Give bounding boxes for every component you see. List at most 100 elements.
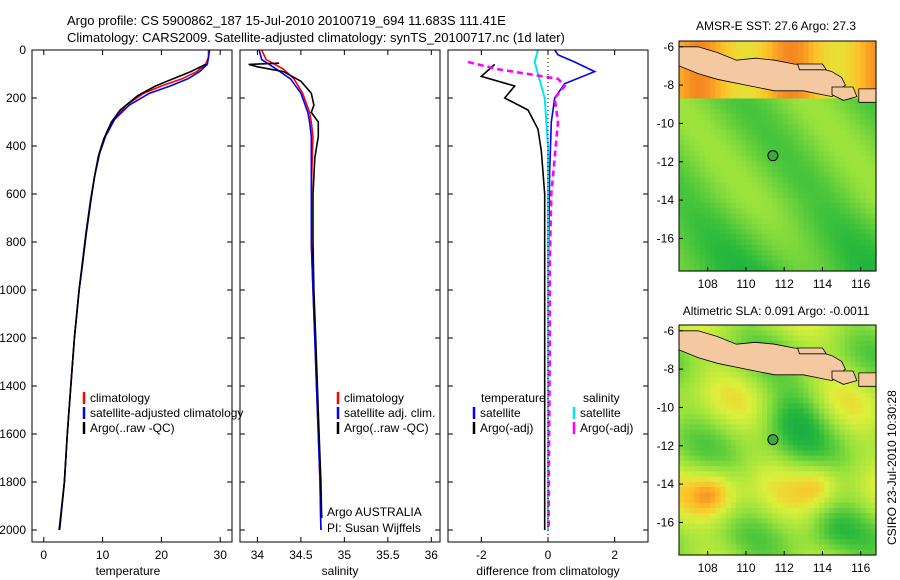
field-cell [761, 440, 768, 446]
field-cell [839, 229, 846, 235]
field-cell [730, 145, 737, 152]
field-cell [803, 450, 810, 457]
field-cell [777, 51, 784, 58]
field-cell [824, 445, 830, 451]
field-cell [725, 382, 732, 389]
field-cell [777, 124, 784, 131]
field-cell [824, 234, 830, 241]
field-cell [694, 508, 701, 514]
field-cell [751, 476, 758, 483]
field-cell [860, 513, 867, 519]
field-cell [782, 182, 789, 188]
field-cell [829, 502, 836, 509]
field-cell [684, 361, 690, 368]
field-cell [865, 260, 872, 267]
field-cell [798, 229, 804, 235]
field-cell [844, 244, 851, 251]
field-cell [855, 528, 862, 535]
field-cell [720, 413, 727, 420]
field-cell [787, 229, 794, 235]
field-cell [819, 244, 825, 251]
field-cell [850, 534, 856, 540]
field-cell [829, 325, 836, 331]
field-cell [787, 382, 794, 389]
field-cell [834, 161, 841, 167]
field-cell [679, 171, 685, 178]
field-cell [730, 41, 737, 47]
field-cell [798, 234, 804, 241]
field-cell [694, 239, 701, 246]
field-cell [839, 476, 846, 483]
field-cell [860, 345, 867, 352]
field-cell [839, 471, 846, 478]
field-cell [834, 471, 841, 478]
field-cell [808, 445, 815, 451]
field-cell [715, 377, 722, 384]
field-cell [855, 460, 862, 467]
field-cell [679, 82, 685, 89]
field-cell [736, 403, 742, 410]
field-cell [793, 260, 799, 267]
field-cell [715, 429, 722, 436]
field-cell [824, 340, 830, 347]
field-cell [684, 88, 690, 94]
field-cell [829, 103, 836, 110]
field-cell [689, 471, 696, 478]
field-cell [834, 197, 841, 204]
field-cell [855, 387, 862, 394]
field-cell [679, 455, 685, 462]
field-cell [839, 61, 846, 68]
field-cell [855, 156, 862, 162]
field-cell [824, 330, 830, 336]
field-cell [870, 114, 877, 120]
field-cell [767, 103, 773, 110]
field-cell [689, 103, 696, 110]
field-cell [699, 460, 706, 467]
field-cell [839, 145, 846, 152]
field-cell [834, 51, 841, 58]
field-cell [855, 382, 862, 389]
field-cell [803, 539, 810, 546]
field-cell [684, 129, 690, 136]
field-cell [793, 119, 799, 126]
field-cell [694, 403, 701, 410]
field-cell [865, 203, 872, 209]
field-cell [844, 61, 851, 68]
field-cell [803, 549, 810, 556]
field-cell [689, 250, 696, 256]
field-cell [736, 523, 742, 530]
field-cell [699, 476, 706, 483]
field-cell [725, 166, 732, 173]
field-cell [808, 460, 815, 467]
x-tick-label: 35 [338, 548, 352, 562]
field-cell [715, 224, 722, 230]
y-tick-label: 600 [6, 187, 26, 201]
field-cell [689, 124, 696, 131]
field-cell [829, 255, 836, 262]
field-cell [710, 450, 716, 457]
field-cell [824, 103, 830, 110]
field-cell [870, 523, 877, 530]
field-cell [767, 382, 773, 389]
field-cell [855, 218, 862, 225]
field-cell [725, 413, 732, 420]
field-cell [850, 234, 856, 241]
field-cell [751, 208, 758, 215]
field-cell [684, 187, 690, 194]
field-cell [715, 440, 722, 446]
field-cell [865, 197, 872, 204]
field-cell [819, 51, 825, 58]
field-cell [870, 497, 877, 504]
field-cell [870, 434, 877, 441]
field-cell [819, 513, 825, 519]
field-cell [710, 161, 716, 167]
field-cell [736, 109, 742, 115]
field-cell [725, 187, 732, 194]
field-cell [824, 229, 830, 235]
field-cell [756, 434, 763, 441]
field-cell [819, 250, 825, 256]
field-cell [699, 487, 706, 493]
field-cell [844, 487, 851, 493]
field-cell [844, 176, 851, 183]
field-cell [715, 518, 722, 525]
